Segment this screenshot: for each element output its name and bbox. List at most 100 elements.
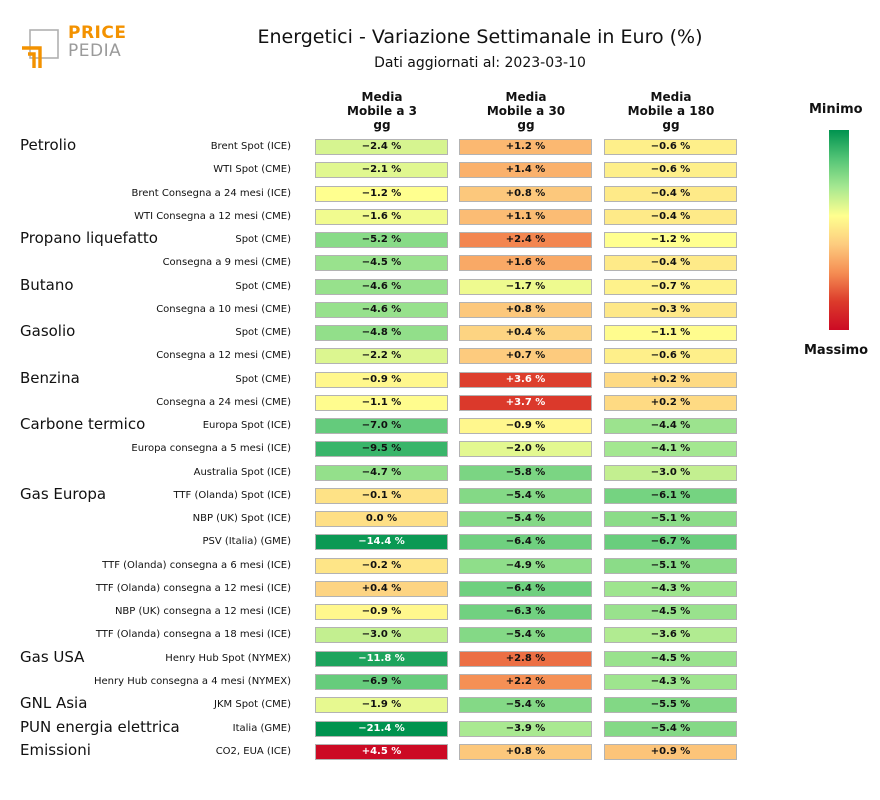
row-label: Australia Spot (ICE) bbox=[193, 466, 291, 478]
heatmap-cell: +2.8 % bbox=[459, 650, 592, 667]
heatmap-cell: −0.6 % bbox=[604, 162, 737, 179]
heatmap-cell: +0.2 % bbox=[604, 394, 737, 411]
row-label: Consegna a 24 mesi (CME) bbox=[156, 396, 291, 408]
heatmap-cell: +1.6 % bbox=[459, 255, 592, 272]
heatmap-cell: −9.5 % bbox=[315, 441, 448, 458]
heatmap-cell: −2.2 % bbox=[315, 348, 448, 365]
row-label: TTF (Olanda) consegna a 6 mesi (ICE) bbox=[102, 559, 291, 571]
heatmap-cell: −2.1 % bbox=[315, 162, 448, 179]
heatmap-cell: −4.5 % bbox=[315, 255, 448, 272]
column-header-1: Media Mobile a 3 gg bbox=[347, 90, 417, 132]
heatmap-cell: −21.4 % bbox=[315, 720, 448, 737]
row-label: PSV (Italia) (GME) bbox=[202, 536, 291, 548]
heatmap-cell: 0.0 % bbox=[315, 511, 448, 528]
heatmap-cell: −4.3 % bbox=[604, 673, 737, 690]
heatmap-cell: −4.8 % bbox=[315, 325, 448, 342]
heatmap-cell: −0.6 % bbox=[604, 139, 737, 155]
row-label: WTI Consegna a 12 mesi (CME) bbox=[134, 210, 291, 222]
chart-subtitle: Dati aggiornati al: 2023-03-10 bbox=[374, 55, 586, 71]
heatmap-cell: −6.4 % bbox=[459, 534, 592, 551]
heatmap-cell: −5.8 % bbox=[459, 464, 592, 481]
group-label: PUN energia elettrica bbox=[20, 717, 180, 736]
row-label: Henry Hub consegna a 4 mesi (NYMEX) bbox=[93, 675, 291, 687]
column-header-3: Media Mobile a 180 gg bbox=[627, 90, 715, 132]
heatmap-cell: −0.9 % bbox=[315, 371, 448, 388]
row-label: Spot (CME) bbox=[235, 327, 291, 339]
heatmap-cell: −1.7 % bbox=[459, 278, 592, 295]
legend-max-label: Massimo bbox=[804, 343, 869, 358]
heatmap-cell: −0.2 % bbox=[315, 557, 448, 574]
row-label: Consegna a 9 mesi (CME) bbox=[162, 257, 291, 269]
heatmap-cell: +3.6 % bbox=[459, 371, 592, 388]
heatmap-cell: −0.4 % bbox=[604, 185, 737, 202]
pricepedia-logo: PRICE PEDIA bbox=[18, 22, 128, 74]
heatmap-cell: −4.6 % bbox=[315, 278, 448, 295]
group-label: GNL Asia bbox=[20, 694, 88, 713]
heatmap-cell: −0.4 % bbox=[604, 255, 737, 272]
heatmap-cell: −5.4 % bbox=[459, 511, 592, 528]
heatmap-cell: −4.5 % bbox=[604, 650, 737, 667]
heatmap-cell: −5.4 % bbox=[459, 697, 592, 714]
heatmap-cell: +1.1 % bbox=[459, 208, 592, 225]
heatmap-cell: −6.7 % bbox=[604, 534, 737, 551]
heatmap-cell: −0.1 % bbox=[315, 487, 448, 504]
heatmap-cell: −6.1 % bbox=[604, 487, 737, 504]
row-label: Spot (CME) bbox=[235, 373, 291, 385]
group-label: Petrolio bbox=[20, 136, 77, 154]
row-label: Spot (CME) bbox=[235, 234, 291, 246]
heatmap-cell: −0.6 % bbox=[604, 348, 737, 365]
heatmap-cell: +4.5 % bbox=[315, 743, 448, 760]
row-label: Europa Spot (ICE) bbox=[202, 420, 291, 432]
row-label: TTF (Olanda) consegna a 18 mesi (ICE) bbox=[95, 629, 291, 641]
heatmap-cell: +2.4 % bbox=[459, 232, 592, 249]
row-label: Consegna a 10 mesi (CME) bbox=[156, 303, 291, 315]
heatmap-cell: +0.9 % bbox=[604, 743, 737, 760]
heatmap-cell: −1.1 % bbox=[315, 394, 448, 411]
heatmap-cell: +0.8 % bbox=[459, 185, 592, 202]
chart-title: Energetici - Variazione Settimanale in E… bbox=[257, 26, 703, 48]
heatmap-cell: −1.6 % bbox=[315, 208, 448, 225]
pricepedia-logo-mark-icon bbox=[22, 29, 59, 68]
heatmap-cell: −5.4 % bbox=[459, 627, 592, 644]
row-label: NBP (UK) Spot (ICE) bbox=[192, 513, 291, 525]
heatmap-cell: −1.1 % bbox=[604, 325, 737, 342]
heatmap-cell: +0.2 % bbox=[604, 371, 737, 388]
group-label: Benzina bbox=[20, 368, 80, 387]
column-header-2: Media Mobile a 30 gg bbox=[486, 90, 566, 132]
heatmap-cell: −3.6 % bbox=[604, 627, 737, 644]
heatmap-cell: −1.2 % bbox=[604, 232, 737, 249]
group-label: Carbone termico bbox=[20, 415, 146, 434]
heatmap-cell: +1.4 % bbox=[459, 162, 592, 179]
logo-word-price: PRICE bbox=[68, 23, 127, 43]
heatmap-cell: −0.7 % bbox=[604, 278, 737, 295]
heatmap-cell: −6.3 % bbox=[459, 604, 592, 621]
heatmap-cell: −2.4 % bbox=[315, 139, 448, 155]
heatmap-cell: −4.7 % bbox=[315, 464, 448, 481]
heatmap-cell: −4.1 % bbox=[604, 441, 737, 458]
heatmap-cell: −5.2 % bbox=[315, 232, 448, 249]
heatmap-cell: −7.0 % bbox=[315, 418, 448, 435]
row-label: JKM Spot (CME) bbox=[214, 699, 291, 711]
heatmap-cell: +0.4 % bbox=[315, 580, 448, 597]
heatmap-cell: +0.4 % bbox=[459, 325, 592, 342]
heatmap-cell: −1.9 % bbox=[315, 697, 448, 714]
group-label: Butano bbox=[20, 275, 74, 294]
heatmap-cell: −6.4 % bbox=[459, 580, 592, 597]
heatmap-cell: −4.3 % bbox=[604, 580, 737, 597]
heatmap-cell: −2.0 % bbox=[459, 441, 592, 458]
heatmap-cell: +0.8 % bbox=[459, 743, 592, 760]
heatmap-cell: +2.2 % bbox=[459, 673, 592, 690]
heatmap-cell: +3.7 % bbox=[459, 394, 592, 411]
color-scale-bar bbox=[829, 130, 849, 330]
heatmap-cell: −4.9 % bbox=[459, 557, 592, 574]
row-label: WTI Spot (CME) bbox=[213, 164, 291, 176]
heatmap-cell: −3.9 % bbox=[459, 720, 592, 737]
heatmap-cell: +0.7 % bbox=[459, 348, 592, 365]
heatmap-cell: −0.9 % bbox=[459, 418, 592, 435]
row-label: CO2, EUA (ICE) bbox=[215, 745, 291, 757]
heatmap-cell: −3.0 % bbox=[315, 627, 448, 644]
legend-min-label: Minimo bbox=[809, 102, 863, 117]
heatmap-cell: −0.4 % bbox=[604, 208, 737, 225]
heatmap-cell: +1.2 % bbox=[459, 139, 592, 155]
row-label: Brent Spot (ICE) bbox=[210, 141, 291, 152]
